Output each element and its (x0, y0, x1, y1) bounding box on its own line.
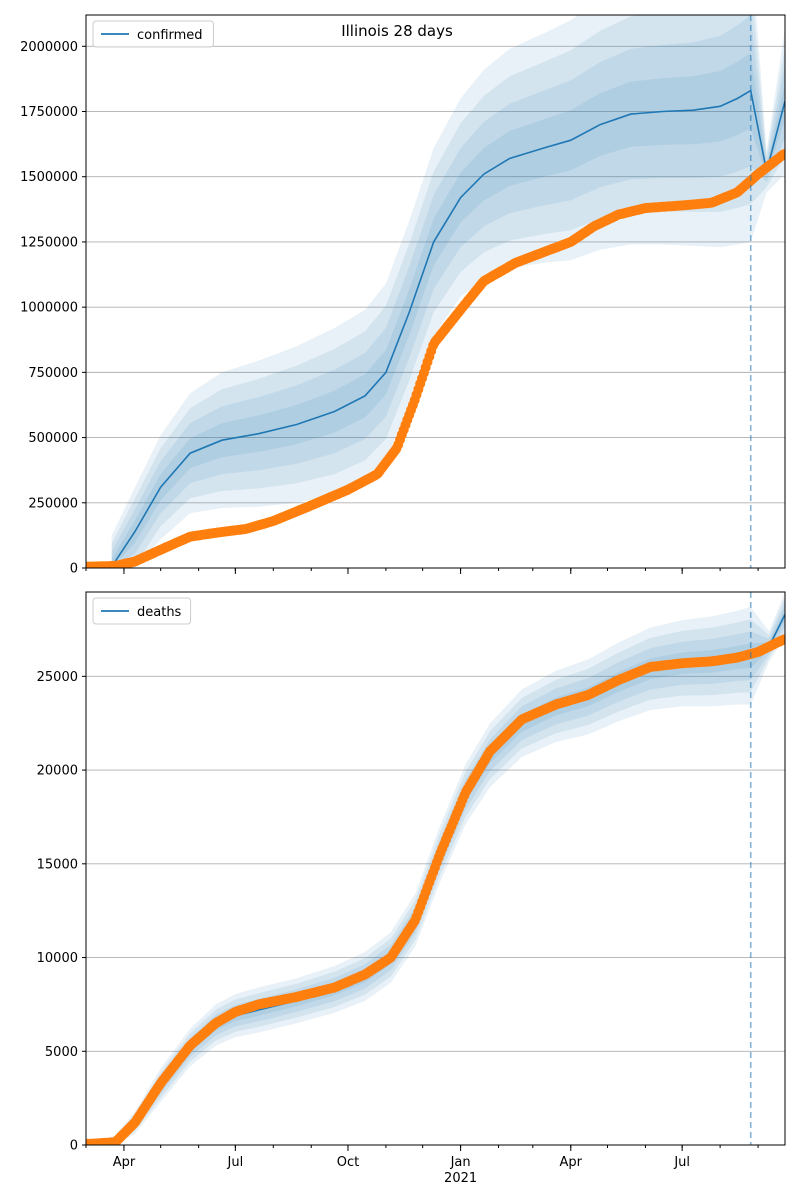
legend-box (92, 597, 192, 625)
x-tick-label: Oct (337, 1155, 359, 1170)
y-tick-label: 1500000 (20, 170, 78, 185)
axes-frame (85, 14, 786, 569)
axes-frame (85, 591, 786, 1146)
uncertainty-band (111, 15, 785, 568)
y-tick-label: 500000 (28, 431, 78, 446)
y-tick-label: 0 (70, 562, 78, 577)
x-tick-label: Apr (560, 1155, 583, 1170)
y-tick-label: 20000 (37, 764, 78, 779)
deaths-panel: 0 5000 10000 15000 20000 25000 Apr Jul Oct Jan Apr… (37, 591, 786, 1186)
y-tick-label: 10000 (37, 951, 78, 966)
x-tick-label: Jul (227, 1155, 244, 1170)
x-year-label: 2021 (444, 1171, 477, 1186)
uncertainty-band (86, 608, 785, 1145)
y-tick-label: 2000000 (20, 40, 78, 55)
plot-area (86, 592, 785, 1145)
y-tick-label: 1750000 (20, 105, 78, 120)
confirmed-panel: 0 250000 500000 750000 1000000 1250000 1500000… (20, 14, 786, 577)
y-tick-label: 750000 (28, 366, 78, 381)
y-tick-label: 0 (70, 1139, 78, 1154)
y-tick-label: 5000 (45, 1045, 78, 1060)
legend: deaths (92, 597, 192, 625)
y-tick-label: 15000 (37, 857, 78, 872)
legend-label: confirmed (137, 28, 203, 43)
legend: confirmed (92, 20, 214, 48)
y-tick-label: 25000 (37, 670, 78, 685)
confirmed-line (111, 89, 785, 568)
observed-point (778, 149, 785, 160)
x-tick-label: Jul (673, 1155, 690, 1170)
legend-box (92, 20, 214, 48)
observed-point (778, 634, 785, 645)
x-tick-label: Apr (113, 1155, 136, 1170)
y-tick-label: 250000 (28, 496, 78, 511)
chart-title: Illinois 28 days (341, 22, 453, 40)
y-tick-label: 1250000 (20, 235, 78, 250)
y-tick-label: 1000000 (20, 301, 78, 316)
plot-area (86, 15, 785, 568)
uncertainty-band (111, 52, 785, 568)
x-tick-label: Jan (450, 1155, 471, 1170)
legend-label: deaths (137, 605, 182, 620)
uncertainty-band (111, 15, 785, 568)
uncertainty-band (111, 15, 785, 568)
